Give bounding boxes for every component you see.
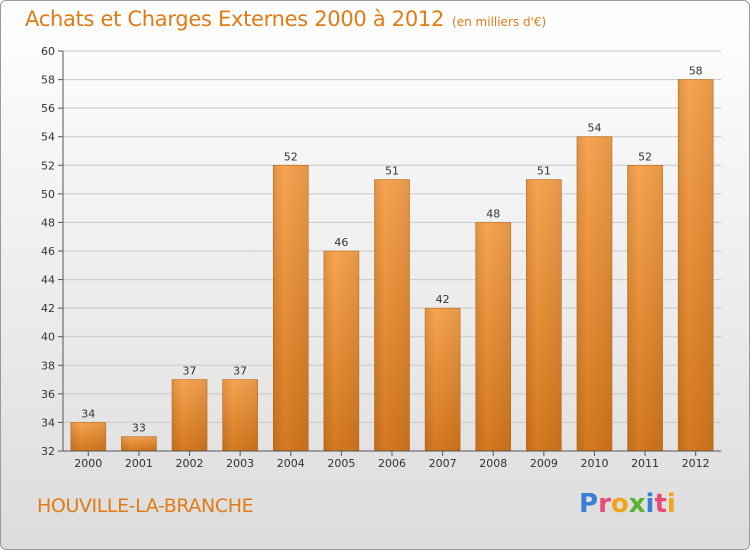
bar-value-label: 37 xyxy=(233,365,247,378)
x-tick-label: 2007 xyxy=(429,457,457,470)
y-tick-label: 38 xyxy=(41,359,55,372)
logo-letter: t xyxy=(654,489,667,519)
logo-letter: r xyxy=(598,489,611,519)
bar-value-label: 51 xyxy=(385,165,399,178)
chart-subtitle: (en milliers d'€) xyxy=(452,15,547,29)
bar-value-label: 46 xyxy=(334,236,348,249)
bar-shading xyxy=(121,436,157,451)
bar-shading xyxy=(222,379,258,451)
y-tick-label: 32 xyxy=(41,445,55,458)
bar-value-label: 34 xyxy=(81,407,95,420)
x-tick-label: 2000 xyxy=(74,457,102,470)
x-tick-label: 2001 xyxy=(125,457,153,470)
y-tick-label: 56 xyxy=(41,102,55,115)
y-tick-label: 48 xyxy=(41,216,55,229)
x-tick-label: 2005 xyxy=(327,457,355,470)
y-tick-label: 44 xyxy=(41,274,55,287)
x-tick-label: 2003 xyxy=(226,457,254,470)
x-tick-label: 2010 xyxy=(580,457,608,470)
bar-value-label: 58 xyxy=(689,65,703,78)
x-tick-label: 2008 xyxy=(479,457,507,470)
x-tick-label: 2006 xyxy=(378,457,406,470)
x-tick-label: 2012 xyxy=(682,457,710,470)
axes: 32 34 36 38 40 42 44 46 48 50 52 54 56 58 60 2000 2001 20… xyxy=(41,45,721,470)
y-tick-label: 40 xyxy=(41,331,55,344)
logo-letter: x xyxy=(628,489,646,519)
bar-value-label: 51 xyxy=(537,165,551,178)
bar-shading xyxy=(475,222,511,451)
y-tick-label: 34 xyxy=(41,416,55,429)
bar-shading xyxy=(323,251,359,451)
bar-shading xyxy=(172,379,208,451)
proxiti-logo: Proxiti xyxy=(579,489,676,519)
y-tick-label: 50 xyxy=(41,188,55,201)
y-tick-label: 36 xyxy=(41,388,55,401)
bar-value-label: 37 xyxy=(183,365,197,378)
logo-letter: o xyxy=(610,489,629,519)
y-tick-label: 58 xyxy=(41,74,55,87)
logo-letter: i xyxy=(666,489,676,519)
x-tick-label: 2009 xyxy=(530,457,558,470)
bar-value-label: 42 xyxy=(436,293,450,306)
x-tick-label: 2011 xyxy=(631,457,659,470)
bar-value-label: 52 xyxy=(284,150,298,163)
bar-shading xyxy=(425,308,461,451)
logo-letter: i xyxy=(645,489,655,519)
title-row: Achats et Charges Externes 2000 à 2012 (e… xyxy=(25,7,546,31)
bar-shading xyxy=(678,79,714,452)
bar-shading xyxy=(70,422,106,451)
y-tick-label: 46 xyxy=(41,245,55,258)
x-tick-label: 2004 xyxy=(277,457,305,470)
bar-value-label: 52 xyxy=(638,150,652,163)
bar-value-label: 33 xyxy=(132,422,146,435)
bars: 34 33 37 37 52 46 51 42 48 51 54 52 58 xyxy=(70,65,714,452)
logo-letter: P xyxy=(579,489,599,519)
bar-shading xyxy=(273,165,309,452)
y-tick-label: 52 xyxy=(41,159,55,172)
bar-shading xyxy=(576,136,612,451)
bar-shading xyxy=(526,179,562,452)
x-tick-label: 2002 xyxy=(176,457,204,470)
y-tick-label: 42 xyxy=(41,302,55,315)
commune-name: HOUVILLE-LA-BRANCHE xyxy=(37,495,254,517)
chart-title: Achats et Charges Externes 2000 à 2012 xyxy=(25,7,445,31)
bar-value-label: 54 xyxy=(587,122,601,135)
bar-value-label: 48 xyxy=(486,207,500,220)
y-tick-label: 54 xyxy=(41,131,55,144)
bar-shading xyxy=(627,165,663,452)
y-tick-label: 60 xyxy=(41,45,55,58)
bar-shading xyxy=(374,179,410,452)
